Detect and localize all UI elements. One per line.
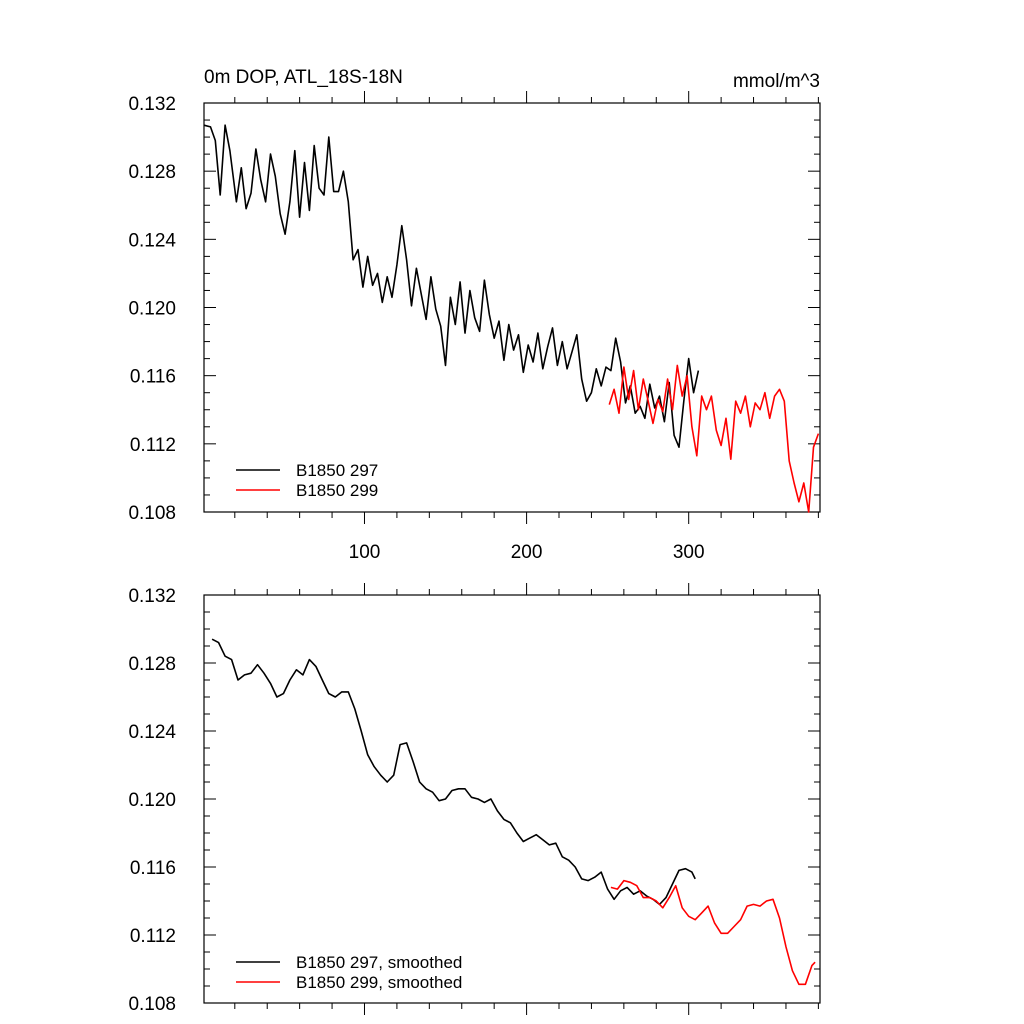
y-tick-label: 0.128 [128,162,176,183]
series-line-2 [608,364,820,513]
y-tick-label: 0.116 [130,367,176,388]
y-tick-label: 0.124 [128,722,176,743]
chart-panel-1: 0.108 0.112 0.116 0.120 0.124 0.128 0.132 100 20… [128,67,821,563]
series-line-1 [203,124,700,449]
y-tick-label: 0.108 [128,994,176,1015]
y-tick-label: 0.116 [130,858,176,879]
legend-label: B1850 299 [296,481,378,500]
y-tick-label: 0.120 [128,790,176,811]
chart-units: mmol/m^3 [733,71,820,92]
y-tick-label: 0.124 [128,230,176,251]
series-line-1 [211,638,696,906]
y-tick-label: 0.132 [128,94,176,115]
y-tick-label: 0.132 [128,586,176,607]
x-tick-label: 100 [349,542,381,563]
panels: 0.108 0.112 0.116 0.120 0.124 0.128 0.132 100 20… [128,67,821,1015]
y-tick-label: 0.112 [130,435,176,456]
chart-panel-2: 0.108 0.112 0.116 0.120 0.124 0.128 0.132 B1850… [128,583,821,1015]
x-tick-label: 200 [511,542,543,563]
y-tick-label: 0.108 [128,503,176,524]
y-tick-label: 0.112 [130,926,176,947]
legend-label: B1850 299, smoothed [296,973,462,992]
legend-label: B1850 297 [296,461,378,480]
x-tick-label: 300 [673,542,705,563]
chart-title: 0m DOP, ATL_18S-18N [204,67,403,88]
legend-label: B1850 297, smoothed [296,953,462,972]
series-line-2 [610,879,816,986]
y-tick-label: 0.128 [128,654,176,675]
y-tick-label: 0.120 [128,299,176,320]
